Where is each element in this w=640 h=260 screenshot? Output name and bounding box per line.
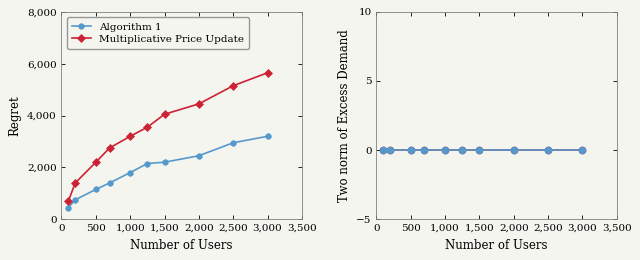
Algorithm 1 [126, 171, 134, 174]
Legend: Algorithm 1, Multiplicative Price Update: Algorithm 1, Multiplicative Price Update [67, 17, 249, 49]
Algorithm 1 [72, 198, 79, 201]
Algorithm 1 [161, 161, 168, 164]
Multiplicative Price Update [65, 199, 72, 203]
X-axis label: Number of Users: Number of Users [131, 239, 233, 252]
Multiplicative Price Update [264, 71, 271, 74]
Multiplicative Price Update [106, 146, 113, 150]
Multiplicative Price Update [126, 135, 134, 138]
Multiplicative Price Update [161, 113, 168, 116]
Algorithm 1 [264, 135, 271, 138]
Multiplicative Price Update [72, 181, 79, 185]
Multiplicative Price Update [92, 161, 100, 164]
Algorithm 1 [106, 181, 113, 185]
Algorithm 1 [143, 162, 151, 165]
Y-axis label: Two norm of Excess Demand: Two norm of Excess Demand [338, 29, 351, 202]
Multiplicative Price Update [229, 84, 237, 87]
Line: Algorithm 1: Algorithm 1 [65, 133, 270, 210]
Y-axis label: Regret: Regret [8, 95, 21, 136]
Algorithm 1 [65, 206, 72, 209]
Line: Multiplicative Price Update: Multiplicative Price Update [65, 70, 270, 204]
Multiplicative Price Update [195, 102, 203, 106]
Algorithm 1 [229, 141, 237, 144]
Multiplicative Price Update [143, 126, 151, 129]
X-axis label: Number of Users: Number of Users [445, 239, 548, 252]
Algorithm 1 [92, 188, 100, 191]
Algorithm 1 [195, 154, 203, 157]
